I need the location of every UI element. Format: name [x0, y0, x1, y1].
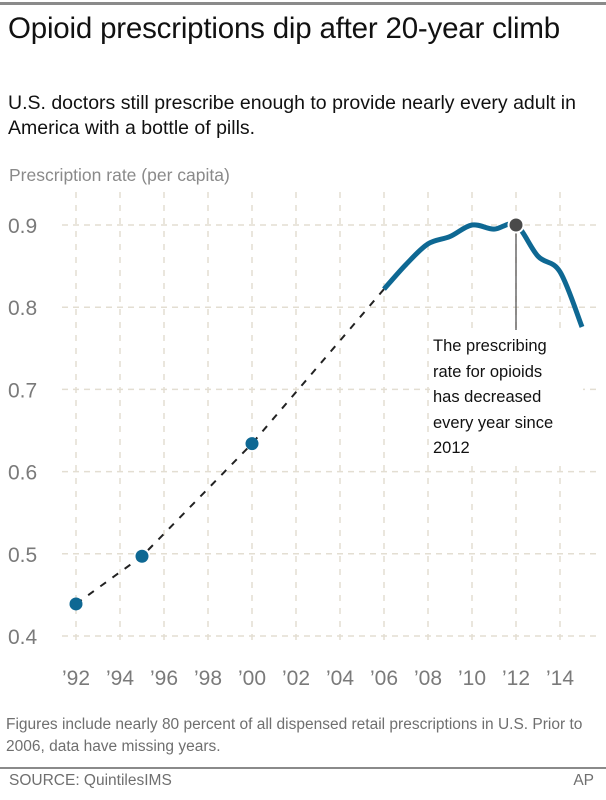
- series-solid-line: [382, 221, 585, 328]
- x-tick-label: ’96: [150, 667, 178, 690]
- data-point-marker: [69, 597, 83, 611]
- x-tick-label: ’08: [414, 667, 442, 690]
- footnote: Figures include nearly 80 percent of all…: [6, 716, 583, 755]
- x-tick-label: ’12: [502, 667, 530, 690]
- annotation-line: 2012: [433, 439, 470, 457]
- top-rule: [0, 2, 606, 5]
- annotation-line: has decreased: [433, 388, 542, 406]
- series-dashed-line: [75, 288, 385, 605]
- highlight-point: [509, 218, 523, 232]
- agency-credit: AP: [573, 772, 594, 789]
- annotation-line: every year since: [433, 413, 554, 432]
- x-tick-label: ’98: [194, 667, 222, 690]
- y-axis-title: Prescription rate (per capita): [9, 165, 230, 185]
- data-point-marker: [245, 437, 259, 451]
- annotation-line: rate for opioids: [433, 362, 543, 381]
- x-tick-label: ’92: [62, 667, 90, 690]
- chart-title: Opioid prescriptions dip after 20-year c…: [8, 12, 560, 45]
- annotation-line: The prescribing: [433, 337, 547, 355]
- y-tick-label: 0.4: [8, 626, 38, 649]
- x-tick-label: ’04: [326, 667, 354, 690]
- y-tick-label: 0.9: [8, 215, 37, 238]
- x-tick-label: ’02: [282, 667, 310, 690]
- line-chart: 0.4 0.5 0.6 0.7 0.8 0.9 ’92 ’94 ’96 ’98 ’00 ’02 ’04 ’…: [8, 192, 598, 690]
- x-tick-label: ’00: [238, 667, 266, 690]
- y-tick-label: 0.6: [8, 462, 37, 485]
- data-point-marker: [135, 549, 149, 563]
- y-tick-label: 0.5: [8, 544, 37, 567]
- chart-subtitle: U.S. doctors still prescribe enough to p…: [8, 92, 576, 139]
- x-tick-label: ’06: [370, 667, 398, 690]
- source-credit: SOURCE: QuintilesIMS: [9, 772, 172, 789]
- x-tick-label: ’94: [106, 667, 134, 690]
- y-tick-label: 0.8: [8, 297, 37, 320]
- y-tick-label: 0.7: [8, 379, 37, 402]
- bottom-rule: [0, 767, 606, 769]
- x-tick-label: ’14: [546, 667, 574, 690]
- x-tick-label: ’10: [458, 667, 486, 690]
- annotation-text: The prescribing rate for opioids has decre…: [430, 332, 583, 466]
